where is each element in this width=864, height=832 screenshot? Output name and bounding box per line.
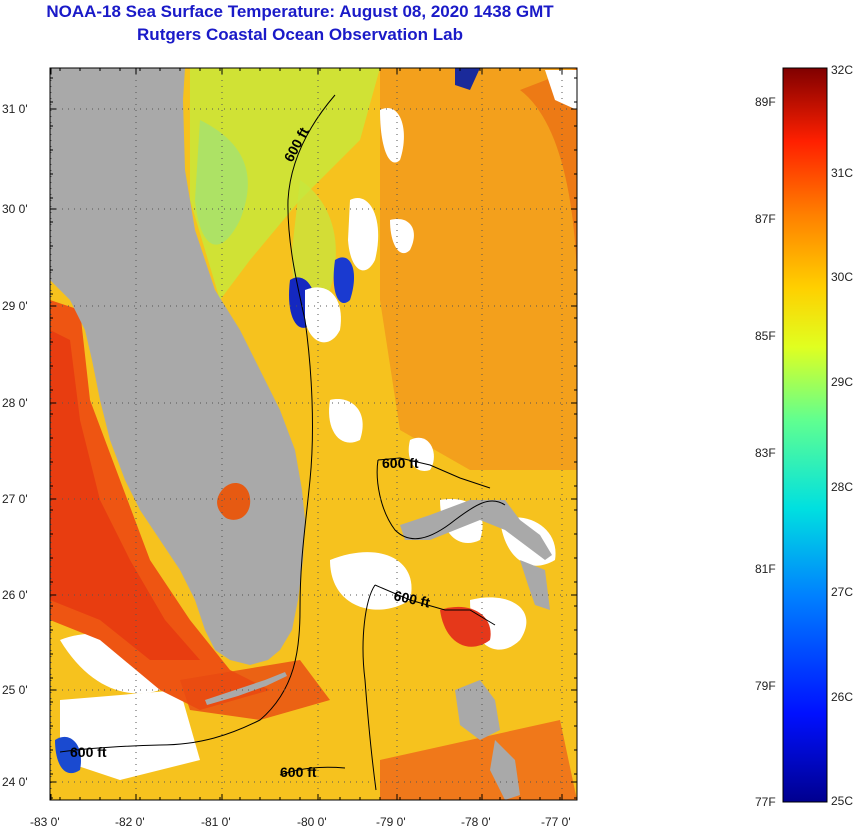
contour-label-south: 600 ft bbox=[280, 764, 317, 780]
lon-label-79: -79 0' bbox=[376, 815, 406, 829]
lon-label-80: -80 0' bbox=[297, 815, 327, 829]
map-subtitle: Rutgers Coastal Ocean Observation Lab bbox=[137, 25, 463, 44]
lat-label-30: 30 0' bbox=[2, 202, 28, 216]
lat-label-31: 31 0' bbox=[2, 102, 28, 116]
lon-label-77: -77 0' bbox=[541, 815, 571, 829]
lat-label-27: 27 0' bbox=[2, 492, 28, 506]
contour-label-southwest: 600 ft bbox=[70, 744, 107, 760]
colorbar-f-77: 77F bbox=[755, 795, 776, 809]
colorbar-f-83: 83F bbox=[755, 446, 776, 460]
colorbar-c-29: 29C bbox=[831, 375, 853, 389]
lon-label-82: -82 0' bbox=[115, 815, 145, 829]
colorbar-c-27: 27C bbox=[831, 585, 853, 599]
colorbar-f-89: 89F bbox=[755, 95, 776, 109]
contour-label-bahamas-south: 600 ft bbox=[392, 587, 431, 610]
colorbar-c-25: 25C bbox=[831, 794, 853, 808]
contour-lines bbox=[59, 94, 506, 791]
colorbar-c-28: 28C bbox=[831, 480, 853, 494]
colorbar-f-81: 81F bbox=[755, 562, 776, 576]
axis-ticks bbox=[50, 68, 577, 800]
colorbar-c-26: 26C bbox=[831, 690, 853, 704]
lat-label-25: 25 0' bbox=[2, 683, 28, 697]
colorbar-c-31: 31C bbox=[831, 166, 853, 180]
colorbar-c-30: 30C bbox=[831, 270, 853, 284]
graticule bbox=[50, 68, 577, 800]
map-frame bbox=[49, 67, 578, 801]
map-title: NOAA-18 Sea Surface Temperature: August … bbox=[46, 2, 554, 21]
colorbar-f-87: 87F bbox=[755, 212, 776, 226]
contour-label-bahamas-north: 600 ft bbox=[382, 455, 419, 471]
colorbar-c-32: 32C bbox=[831, 63, 853, 77]
colorbar-f-79: 79F bbox=[755, 679, 776, 693]
map-area bbox=[50, 68, 577, 800]
colorbar-f-85: 85F bbox=[755, 329, 776, 343]
lat-label-26: 26 0' bbox=[2, 588, 28, 602]
lon-label-83: -83 0' bbox=[30, 815, 60, 829]
lon-label-78: -78 0' bbox=[461, 815, 491, 829]
colorbar bbox=[782, 67, 828, 803]
lat-label-28: 28 0' bbox=[2, 396, 28, 410]
lon-label-81: -81 0' bbox=[201, 815, 231, 829]
lat-label-24: 24 0' bbox=[2, 775, 28, 789]
lat-label-29: 29 0' bbox=[2, 299, 28, 313]
